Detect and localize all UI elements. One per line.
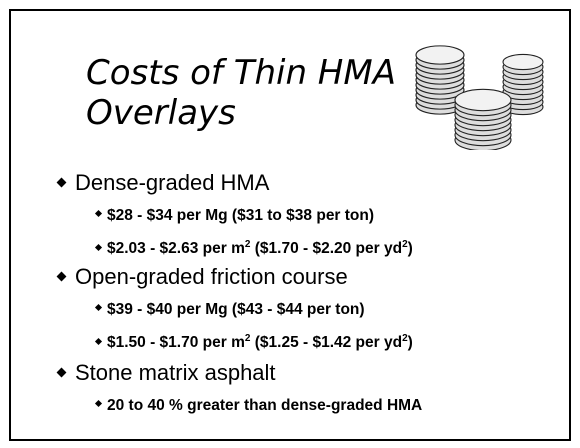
- bullet-marker: [95, 244, 102, 251]
- sub-bullet: $39 - $40 per Mg ($43 - $44 per ton): [96, 302, 365, 318]
- slide: Costs of Thin HMA Overlays Dense-graded …: [0, 0, 580, 448]
- bullet-marker: [57, 271, 67, 281]
- bullet: Open-graded friction course: [58, 266, 348, 288]
- sub-bullet-text: ): [408, 240, 413, 257]
- title-line: Costs of Thin HMA: [86, 56, 396, 90]
- bullet: Stone matrix asphalt: [58, 362, 276, 384]
- sub-bullet-text: ): [408, 334, 413, 351]
- bullet-marker: [95, 210, 102, 217]
- sub-bullet-text: $39 - $40 per Mg ($43 - $44 per ton): [107, 301, 365, 318]
- title-line: Overlays: [86, 96, 236, 130]
- sub-bullet-text: ($1.25 - $1.42 per yd: [250, 334, 402, 351]
- bullet: Dense-graded HMA: [58, 172, 269, 194]
- sub-bullet-text: $28 - $34 per Mg ($31 to $38 per ton): [107, 207, 374, 224]
- sub-bullet: $1.50 - $1.70 per m2 ($1.25 - $1.42 per …: [96, 334, 413, 351]
- sub-bullet: 20 to 40 % greater than dense-graded HMA: [96, 398, 422, 414]
- sub-bullet: $2.03 - $2.63 per m2 ($1.70 - $2.20 per …: [96, 240, 413, 257]
- bullet-marker: [57, 367, 67, 377]
- bullet-marker: [95, 304, 102, 311]
- coin: [503, 54, 543, 69]
- bullet-text: Dense-graded HMA: [75, 170, 269, 195]
- sub-bullet-text: $2.03 - $2.63 per m: [107, 240, 245, 257]
- bullet-marker: [57, 177, 67, 187]
- bullet-marker: [95, 338, 102, 345]
- sub-bullet-text: $1.50 - $1.70 per m: [107, 334, 245, 351]
- sub-bullet-text: 20 to 40 % greater than dense-graded HMA: [107, 397, 422, 414]
- bullet-text: Stone matrix asphalt: [75, 360, 276, 385]
- page: Costs of Thin HMA Overlays Dense-graded …: [0, 0, 580, 448]
- coin: [455, 89, 511, 110]
- coin: [416, 46, 464, 64]
- coins-icon: [405, 35, 550, 150]
- sub-bullet: $28 - $34 per Mg ($31 to $38 per ton): [96, 208, 374, 224]
- bullet-marker: [95, 400, 102, 407]
- sub-bullet-text: ($1.70 - $2.20 per yd: [250, 240, 402, 257]
- bullet-text: Open-graded friction course: [75, 264, 348, 289]
